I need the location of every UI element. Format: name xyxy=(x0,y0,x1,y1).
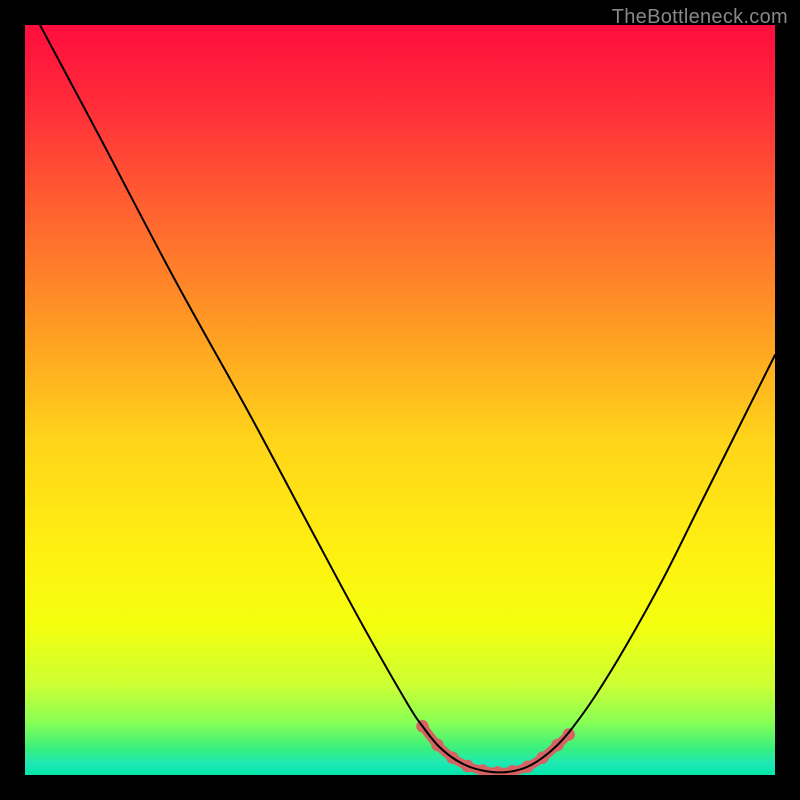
chart-area xyxy=(0,0,800,800)
watermark-label: TheBottleneck.com xyxy=(612,6,788,29)
bottleneck-curve-chart xyxy=(0,0,800,800)
chart-container: TheBottleneck.com xyxy=(0,0,800,800)
